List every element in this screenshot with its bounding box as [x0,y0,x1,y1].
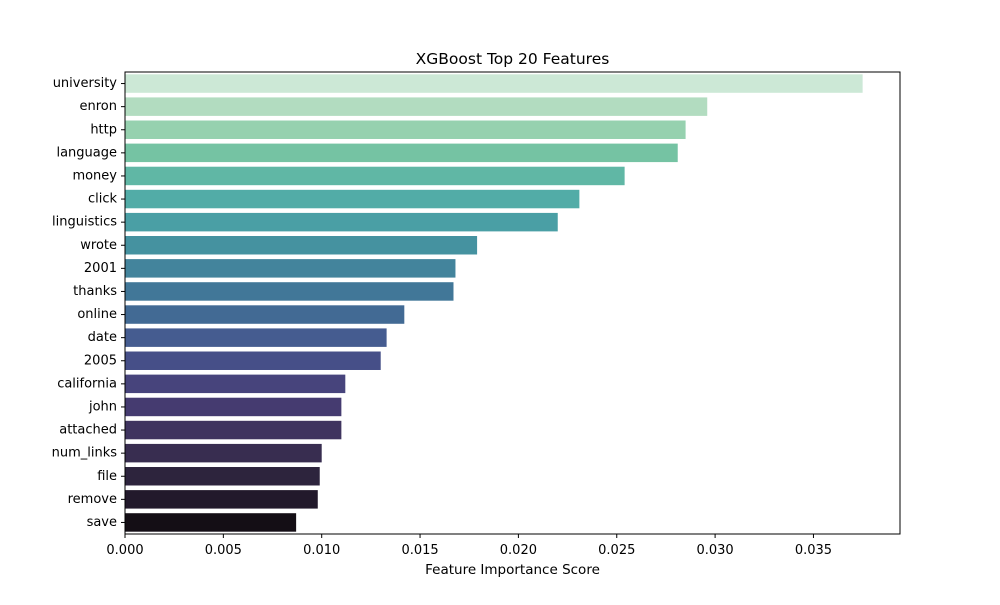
bar-remove [125,490,318,509]
y-tick-label: http [90,122,117,137]
y-tick-label: california [57,376,117,391]
bar-language [125,143,678,163]
y-tick-label: money [72,168,117,183]
y-tick-labels: university enron http language money click lin… [52,76,125,530]
bar-2001 [125,259,456,278]
y-tick-label: num_links [52,446,118,461]
y-tick-label: online [77,307,117,322]
y-tick-label: linguistics [52,215,117,230]
y-tick-label: save [87,515,117,530]
bar-file [125,467,320,486]
y-tick-label: enron [80,99,118,114]
y-tick-label: attached [59,423,117,438]
x-tick-label: 0.000 [106,543,143,558]
bar-2005 [125,351,381,370]
y-tick-label: john [88,399,117,414]
plot-area-frame [124,71,901,535]
chart-title: XGBoost Top 20 Features [416,50,610,68]
bar-http [125,120,686,139]
y-tick-label: 2001 [84,261,117,276]
x-tick-label: 0.020 [500,543,537,558]
bar-linguistics [125,212,558,232]
bar-university [125,74,863,93]
bar-online [125,305,405,324]
bar-thanks [125,282,454,301]
x-axis-ticks: 0.000 0.005 0.010 0.015 0.020 0.025 0.030 0.035 [106,534,832,558]
y-tick-label: 2005 [84,353,117,368]
x-axis-label: Feature Importance Score [425,562,600,578]
x-tick-label: 0.030 [696,543,733,558]
x-tick-label: 0.010 [303,543,340,558]
y-tick-label: language [56,145,117,160]
y-tick-label: file [97,469,117,484]
bar-enron [125,97,708,116]
y-tick-label: wrote [80,238,117,253]
y-tick-label: remove [68,492,117,507]
y-tick-label: click [88,192,118,207]
bar-click [125,189,580,209]
bar-save [125,513,297,532]
y-tick-label: date [88,330,117,345]
x-tick-label: 0.015 [401,543,438,558]
bar-wrote [125,236,478,255]
bar-john [125,397,342,417]
bar-attached [125,420,342,440]
x-tick-label: 0.025 [598,543,635,558]
x-tick-label: 0.035 [795,543,832,558]
bars-layer [125,74,863,532]
bar-california [125,374,346,394]
x-tick-label: 0.005 [205,543,242,558]
y-tick-label: university [53,76,118,91]
y-tick-label: thanks [73,284,117,299]
bar-money [125,166,625,186]
bar-num_links [125,443,322,463]
bar-date [125,328,387,347]
